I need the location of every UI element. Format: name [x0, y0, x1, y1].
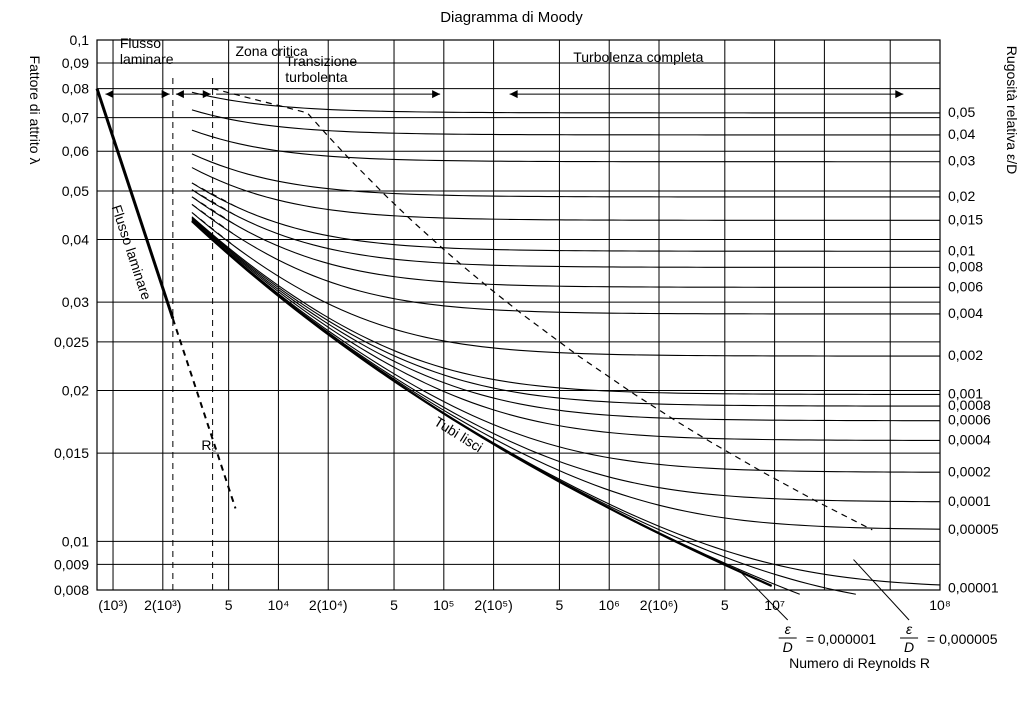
svg-text:0,015: 0,015	[948, 211, 983, 227]
svg-text:0,07: 0,07	[62, 110, 89, 126]
svg-text:0,00005: 0,00005	[948, 521, 999, 537]
svg-text:0,0008: 0,0008	[948, 397, 991, 413]
svg-text:ε: ε	[785, 621, 792, 637]
svg-text:(10³): (10³)	[98, 597, 128, 613]
y2-axis-label: Rugosità relativa ε/D	[1004, 46, 1020, 174]
svg-text:5: 5	[390, 597, 398, 613]
svg-text:10⁵: 10⁵	[433, 597, 454, 613]
svg-text:0,01: 0,01	[948, 242, 975, 258]
svg-text:0,015: 0,015	[54, 445, 89, 461]
svg-text:2(10⁵): 2(10⁵)	[474, 597, 513, 613]
svg-text:0,02: 0,02	[948, 188, 975, 204]
svg-text:0,0001: 0,0001	[948, 493, 991, 509]
roughness-curves	[192, 92, 940, 594]
svg-text:0,04: 0,04	[62, 232, 89, 248]
svg-text:= 0,000001: = 0,000001	[806, 631, 877, 647]
y-axis-label: Fattore di attrito λ	[27, 56, 43, 165]
svg-text:10⁸: 10⁸	[929, 597, 951, 613]
grid	[97, 40, 940, 590]
svg-text:0,04: 0,04	[948, 126, 975, 142]
label-transition: Transizioneturbolenta	[285, 53, 357, 85]
svg-text:0,03: 0,03	[948, 153, 975, 169]
svg-text:0,03: 0,03	[62, 294, 89, 310]
svg-text:D: D	[783, 639, 793, 655]
svg-text:0,09: 0,09	[62, 55, 89, 71]
svg-text:= 0,000005: = 0,000005	[927, 631, 998, 647]
svg-text:0,02: 0,02	[62, 382, 89, 398]
x-axis-label: Numero di Reynolds R	[789, 655, 930, 671]
svg-text:0,004: 0,004	[948, 305, 983, 321]
svg-text:5: 5	[556, 597, 564, 613]
svg-text:2(10³): 2(10³)	[144, 597, 181, 613]
svg-text:5: 5	[225, 597, 233, 613]
svg-text:0,008: 0,008	[54, 582, 89, 598]
svg-text:0,0004: 0,0004	[948, 432, 991, 448]
svg-text:5: 5	[721, 597, 729, 613]
svg-text:0,05: 0,05	[948, 104, 975, 120]
chart-title: Diagramma di Moody	[440, 9, 583, 26]
svg-text:D: D	[904, 639, 914, 655]
svg-text:0,1: 0,1	[70, 32, 90, 48]
label-laminar-line: Flusso laminare	[109, 203, 155, 302]
svg-text:2(10⁴): 2(10⁴)	[309, 597, 348, 613]
svg-text:0,008: 0,008	[948, 258, 983, 274]
svg-text:10⁶: 10⁶	[599, 597, 620, 613]
svg-text:0,08: 0,08	[62, 81, 89, 97]
svg-text:0,00001: 0,00001	[948, 579, 999, 595]
svg-text:0,0006: 0,0006	[948, 412, 991, 428]
svg-text:ε: ε	[906, 621, 913, 637]
svg-text:0,06: 0,06	[62, 143, 89, 159]
svg-text:0,009: 0,009	[54, 556, 89, 572]
svg-text:0,01: 0,01	[62, 533, 89, 549]
svg-text:0,025: 0,025	[54, 334, 89, 350]
svg-text:10⁴: 10⁴	[268, 597, 290, 613]
svg-text:0,0002: 0,0002	[948, 463, 991, 479]
label-complete-turbulence: Turbolenza completa	[573, 49, 703, 65]
svg-text:0,006: 0,006	[948, 278, 983, 294]
plot-frame	[97, 40, 940, 590]
svg-text:0,05: 0,05	[62, 183, 89, 199]
svg-text:2(10⁶): 2(10⁶)	[640, 597, 678, 613]
svg-text:0,002: 0,002	[948, 347, 983, 363]
label-r-critical: R꜀	[201, 437, 216, 453]
laminar-extension	[173, 319, 236, 509]
